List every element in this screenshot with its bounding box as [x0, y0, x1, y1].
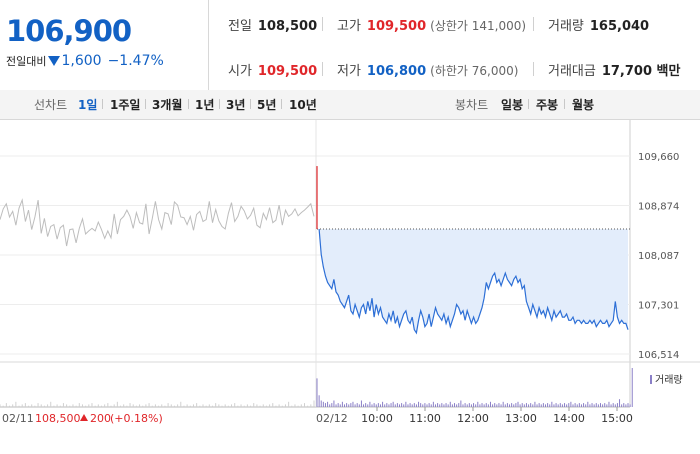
lower-limit: (하한가 76,000) — [430, 64, 519, 78]
stat-volume: 거래량 165,040 — [548, 15, 649, 34]
stat-label: 저가 — [337, 64, 361, 79]
prev-change-label: 200 — [90, 412, 111, 425]
divider — [102, 99, 103, 109]
volume-legend-swatch — [650, 375, 652, 384]
change-amount: 1,600 — [61, 53, 102, 69]
stat-label: 거래량 — [548, 19, 584, 34]
stat-label: 거래대금 — [548, 64, 596, 79]
price-chart: 109,660 108,874 108,087 107,301 106,514 거래량 02… — [0, 120, 700, 450]
stat-value: 106,800 — [366, 64, 427, 79]
x-tick-label: 10:00 — [361, 412, 393, 425]
up-triangle-icon — [80, 414, 88, 421]
divider — [322, 62, 323, 76]
stat-value: 108,500 — [257, 19, 318, 34]
line-chart-label: 선차트 — [34, 98, 68, 112]
tab-monthly[interactable]: 월봉 — [572, 98, 595, 112]
stat-value: 109,500 — [366, 19, 427, 34]
divider — [322, 17, 323, 31]
chart-tabs: 선차트 1일 1주일 3개월 1년 3년 5년 10년 봉차트 일봉 주봉 월봉 — [0, 90, 700, 120]
stats-panel: 전일 108,500 고가 109,500 (상한가 141,000) 거래량 165,… — [208, 0, 700, 90]
stat-label: 전일 — [228, 19, 252, 34]
prev-rate-label: (+0.18%) — [110, 412, 163, 425]
stat-value: 165,040 — [589, 19, 650, 34]
down-triangle-icon — [48, 56, 61, 66]
current-price: 106,900 — [6, 14, 132, 48]
today-date-label: 02/12 — [316, 412, 348, 425]
divider — [533, 62, 534, 76]
divider — [250, 99, 251, 109]
stat-low: 저가 106,800 (하한가 76,000) — [337, 60, 518, 79]
x-tick-label: 14:00 — [553, 412, 585, 425]
stat-amount: 거래대금 17,700 백만 — [548, 60, 680, 79]
tab-1w[interactable]: 1주일 — [110, 98, 141, 112]
divider — [219, 99, 220, 109]
tab-daily[interactable]: 일봉 — [501, 98, 524, 112]
stat-value: 109,500 — [257, 64, 318, 79]
stat-open: 시가 109,500 — [228, 60, 317, 79]
candle-chart-label: 봉차트 — [455, 98, 489, 112]
divider — [528, 99, 529, 109]
price-box: 106,900 전일대비 1,600 −1.47% — [0, 0, 209, 90]
tab-3y[interactable]: 3년 — [226, 98, 246, 112]
y-tick-label: 108,087 — [638, 251, 679, 262]
upper-limit: (상한가 141,000) — [430, 19, 527, 33]
y-tick-label: 106,514 — [638, 350, 679, 361]
y-tick-label: 107,301 — [638, 301, 679, 312]
today-line — [318, 228, 629, 335]
x-tick-label: 13:00 — [505, 412, 537, 425]
prev-day-line — [0, 198, 315, 247]
y-tick-label: 109,660 — [638, 152, 679, 163]
chart-canvas: 109,660 108,874 108,087 107,301 106,514 거래량 02… — [0, 120, 700, 425]
x-tick-label: 15:00 — [601, 412, 633, 425]
tab-weekly[interactable]: 주봉 — [536, 98, 559, 112]
stat-label: 고가 — [337, 19, 361, 34]
change-line: 전일대비 1,600 −1.47% — [6, 53, 164, 69]
tab-5y[interactable]: 5년 — [257, 98, 277, 112]
volume-legend-label: 거래량 — [655, 374, 683, 386]
y-tick-label: 108,874 — [638, 202, 679, 213]
x-tick-label: 12:00 — [457, 412, 489, 425]
x-tick-label: 11:00 — [409, 412, 441, 425]
quote-header: 106,900 전일대비 1,600 −1.47% 전일 108,500 고가 109,… — [0, 0, 700, 91]
stat-label: 시가 — [228, 64, 252, 79]
change-label: 전일대비 — [6, 55, 47, 68]
stat-prev-close: 전일 108,500 — [228, 15, 317, 34]
tab-3m[interactable]: 3개월 — [152, 98, 183, 112]
divider — [145, 99, 146, 109]
below-prev-close-area — [319, 229, 628, 333]
divider — [533, 17, 534, 31]
change-rate: −1.47% — [107, 53, 164, 69]
stat-high: 고가 109,500 (상한가 141,000) — [337, 15, 526, 34]
prev-date-label: 02/11 — [2, 412, 34, 425]
divider — [564, 99, 565, 109]
stat-value: 17,700 백만 — [601, 64, 681, 79]
tab-10y[interactable]: 10년 — [289, 98, 317, 112]
tab-1y[interactable]: 1년 — [195, 98, 215, 112]
tab-1d[interactable]: 1일 — [78, 98, 98, 112]
prev-close-label: 108,500 — [35, 412, 81, 425]
divider — [281, 99, 282, 109]
divider — [188, 99, 189, 109]
